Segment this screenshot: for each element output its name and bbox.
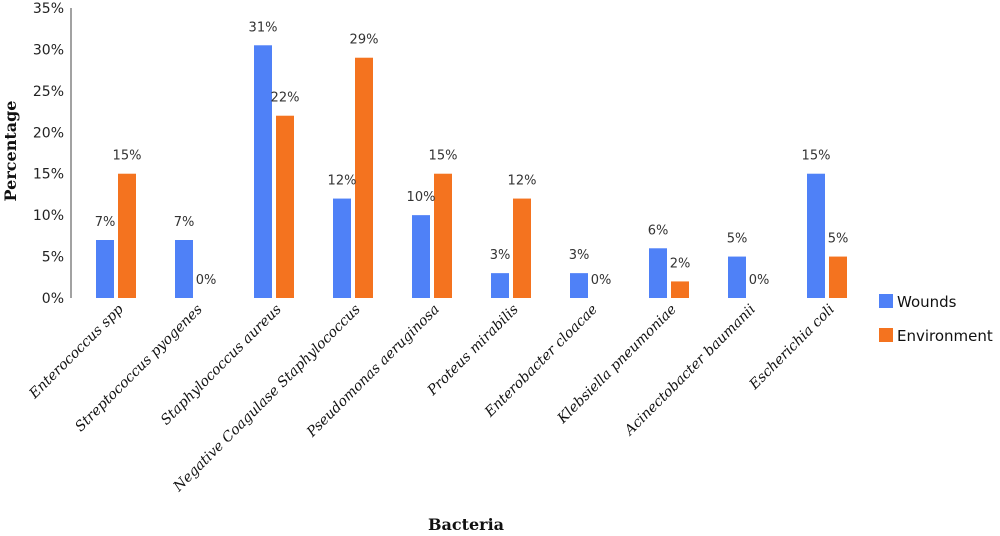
y-tick-label: 20%: [33, 125, 64, 141]
bar-environment: [434, 173, 452, 298]
bar-wounds: [412, 215, 430, 298]
x-tick-label: Escherichia coli: [746, 302, 838, 394]
data-label-wounds: 3%: [569, 248, 590, 263]
y-axis: 0% 5% 10% 15% 20% 25% 30% 35%: [33, 1, 72, 307]
data-label-wounds: 12%: [328, 174, 357, 189]
data-labels: 7% 7% 31% 12% 10% 3% 3% 6% 5% 15% 15% 0% 22% 29% 15% 12…: [95, 20, 849, 288]
legend-label-wounds: Wounds: [897, 293, 957, 311]
bar-wounds: [96, 240, 114, 298]
data-label-environment: 0%: [591, 273, 612, 288]
data-label-environment: 12%: [508, 174, 537, 189]
bar-environment: [276, 115, 294, 298]
data-label-wounds: 3%: [490, 248, 511, 263]
data-label-wounds: 15%: [802, 149, 831, 164]
y-tick-label: 5%: [42, 250, 64, 266]
bar-wounds: [570, 273, 588, 298]
legend: Wounds Environment: [879, 293, 993, 345]
bar-environment: [118, 173, 136, 298]
x-tick-label: Acinectobacter baumanii: [620, 302, 758, 440]
legend-label-environment: Environment: [897, 327, 993, 345]
data-label-wounds: 7%: [174, 215, 195, 230]
bar-wounds: [175, 240, 193, 298]
y-tick-label: 35%: [33, 1, 64, 17]
y-tick-label: 25%: [33, 84, 64, 100]
bar-wounds: [728, 256, 746, 298]
y-tick-label: 10%: [33, 208, 64, 224]
y-tick-label: 0%: [42, 291, 64, 307]
data-label-wounds: 6%: [648, 223, 669, 238]
bar-wounds: [491, 273, 509, 298]
bar-environment: [829, 256, 847, 298]
data-label-environment: 0%: [196, 273, 217, 288]
data-label-wounds: 7%: [95, 215, 116, 230]
data-label-environment: 15%: [429, 149, 458, 164]
y-axis-title: Percentage: [1, 101, 20, 202]
bar-wounds: [807, 173, 825, 298]
data-label-wounds: 10%: [407, 190, 436, 205]
bar-environment: [671, 281, 689, 298]
data-label-environment: 5%: [828, 232, 849, 247]
data-label-environment: 29%: [350, 33, 379, 48]
x-tick-label: Pseudomonas aeruginosa: [303, 302, 443, 442]
data-label-wounds: 5%: [727, 232, 748, 247]
bar-wounds: [649, 248, 667, 298]
y-tick-label: 30%: [33, 42, 64, 58]
bars: [96, 45, 847, 299]
bar-wounds: [333, 198, 351, 298]
bar-environment: [355, 57, 373, 298]
y-tick-label: 15%: [33, 167, 64, 183]
bar-environment: [513, 198, 531, 298]
data-label-environment: 22%: [271, 91, 300, 106]
data-label-environment: 15%: [113, 149, 142, 164]
data-label-environment: 2%: [670, 256, 691, 271]
legend-swatch-wounds: [879, 294, 893, 308]
bar-wounds: [254, 45, 272, 299]
legend-swatch-environment: [879, 328, 893, 342]
data-label-wounds: 31%: [249, 20, 278, 35]
x-axis-title: Bacteria: [428, 515, 504, 534]
x-tick-label: Streptococcus pyogenes: [72, 302, 206, 436]
data-label-environment: 0%: [749, 273, 770, 288]
